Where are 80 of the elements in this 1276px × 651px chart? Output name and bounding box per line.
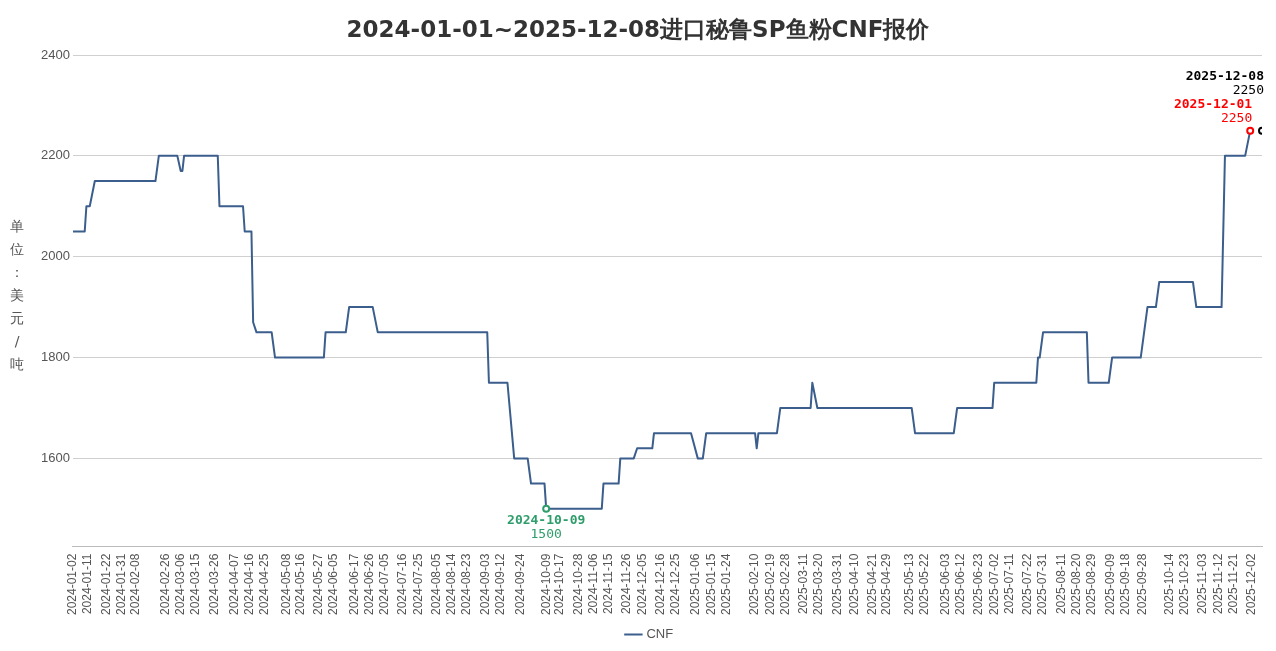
x-tick-label: 2024-09-03 — [477, 553, 492, 616]
x-tick-label: 2024-08-05 — [429, 553, 444, 616]
x-tick-label: 2025-11-12 — [1210, 553, 1225, 615]
x-tick-label: 2024-04-16 — [242, 553, 257, 616]
x-tick-label: 2025-06-23 — [971, 553, 986, 616]
x-tick-label: 2024-11-15 — [600, 553, 615, 615]
x-tick-label: 2025-04-21 — [865, 553, 880, 616]
y-tick-label: 1600 — [41, 449, 70, 465]
x-tick-label: 2025-07-22 — [1020, 553, 1035, 616]
x-tick-label: 2024-10-28 — [570, 553, 585, 616]
annotation: 2024-10-09 1500 — [507, 512, 586, 542]
x-tick-label: 2025-05-13 — [902, 553, 917, 616]
x-tick-label: 2025-01-06 — [688, 553, 703, 616]
legend-label: CNF — [646, 626, 674, 642]
x-tick-label: 2025-07-31 — [1035, 553, 1050, 616]
chart-title: 2024-01-01~2025-12-08进口秘鲁SP鱼粉CNF报价 — [345, 15, 931, 44]
x-tick-label: 2025-06-12 — [952, 553, 967, 616]
x-tick-label: 2024-03-06 — [173, 553, 188, 616]
x-tick-label: 2024-01-31 — [114, 553, 129, 616]
x-tick-label: 2024-01-11 — [80, 553, 95, 615]
x-tick-label: 2024-01-22 — [98, 553, 113, 616]
x-tick-label: 2024-09-24 — [513, 553, 528, 616]
x-tick-label: 2025-07-02 — [986, 553, 1001, 616]
x-tick-label: 2024-06-17 — [346, 553, 361, 616]
x-tick-label: 2024-12-05 — [634, 553, 649, 616]
x-tick-label: 2024-02-08 — [127, 553, 142, 616]
x-tick-label: 2025-09-18 — [1117, 553, 1132, 616]
x-tick-label: 2025-11-21 — [1225, 553, 1240, 615]
x-tick-label: 2024-07-16 — [395, 553, 410, 616]
x-tick-label: 2024-12-25 — [668, 553, 683, 616]
x-tick-label: 2024-05-27 — [311, 553, 326, 616]
x-tick-label: 2025-09-09 — [1102, 553, 1117, 616]
x-tick-label: 2025-04-29 — [878, 553, 893, 616]
x-tick-label: 2025-03-31 — [829, 553, 844, 616]
x-tick-label: 2024-12-16 — [653, 553, 668, 616]
x-tick-label: 2025-03-20 — [811, 553, 826, 616]
x-tick-label: 2024-04-25 — [257, 553, 272, 616]
x-tick-label: 2025-07-11 — [1001, 553, 1016, 615]
y-tick-label: 2400 — [41, 46, 70, 62]
y-tick-label: 2000 — [41, 248, 70, 264]
x-tick-label: 2025-01-15 — [703, 553, 718, 616]
annotation: 2025-12-08 2250 — [1185, 68, 1265, 98]
x-tick-label: 2025-09-28 — [1134, 553, 1149, 616]
x-tick-label: 2024-08-23 — [459, 553, 474, 616]
x-tick-label: 2024-09-12 — [493, 553, 508, 616]
x-tick-label: 2025-08-20 — [1069, 553, 1084, 616]
x-tick-label: 2024-05-16 — [292, 553, 307, 616]
x-tick-label: 2025-10-23 — [1176, 553, 1191, 616]
x-tick-label: 2025-10-14 — [1161, 553, 1176, 616]
x-tick-label: 2025-02-10 — [747, 553, 762, 616]
x-tick-label: 2024-03-26 — [206, 553, 221, 616]
x-tick-label: 2025-11-03 — [1195, 553, 1210, 615]
x-tick-label: 2024-10-09 — [538, 553, 553, 616]
x-tick-label: 2025-06-03 — [937, 553, 952, 616]
x-tick-label: 2025-02-28 — [777, 553, 792, 616]
x-tick-label: 2025-05-22 — [917, 553, 932, 616]
x-tick-label: 2025-08-11 — [1053, 553, 1068, 615]
x-tick-label: 2024-02-26 — [157, 553, 172, 616]
x-tick-label: 2025-08-29 — [1084, 553, 1099, 616]
x-tick-label: 2024-05-08 — [279, 553, 294, 616]
x-tick-label: 2025-03-11 — [796, 553, 811, 615]
x-tick-label: 2024-11-26 — [619, 553, 634, 615]
annotation: 2025-12-01 2250 — [1173, 96, 1253, 126]
x-tick-label: 2024-07-05 — [376, 553, 391, 616]
x-tick-label: 2025-01-24 — [718, 553, 733, 616]
x-tick-label: 2024-08-14 — [444, 553, 459, 616]
x-tick-label: 2024-01-02 — [65, 553, 80, 616]
x-tick-label: 2024-11-06 — [585, 553, 600, 615]
x-tick-label: 2024-03-15 — [188, 553, 203, 616]
x-tick-label: 2025-04-10 — [846, 553, 861, 616]
x-tick-label: 2025-02-19 — [762, 553, 777, 616]
x-tick-label: 2024-04-07 — [226, 553, 241, 616]
x-tick-label: 2024-10-17 — [551, 553, 566, 616]
y-tick-label: 2200 — [41, 147, 70, 163]
x-tick-label: 2024-07-25 — [410, 553, 425, 616]
y-tick-label: 1800 — [41, 349, 70, 365]
x-tick-label: 2024-06-05 — [326, 553, 341, 616]
y-axis-title: 单位：美元/吨 — [9, 217, 25, 374]
x-tick-label: 2024-06-26 — [361, 553, 376, 616]
x-tick-label: 2025-12-02 — [1244, 553, 1259, 616]
